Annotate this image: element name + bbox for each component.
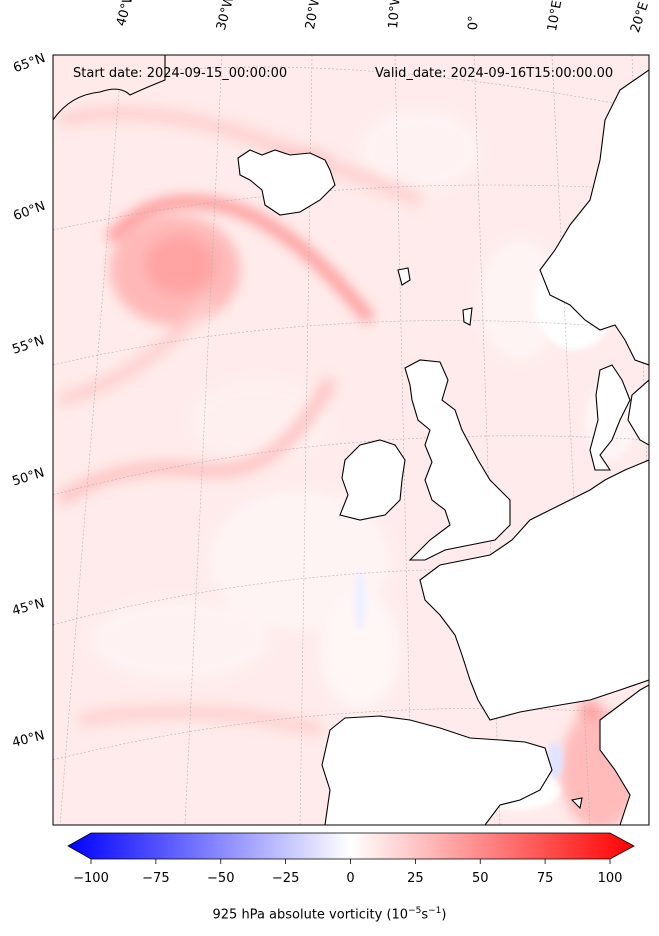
colorbar-tick-label: 25: [407, 871, 424, 886]
colorbar-tick-label: −100: [73, 871, 109, 886]
start-date-label: Start date: 2024-09-15_00:00:00: [73, 66, 288, 81]
colorbar-tick-label: 0: [346, 871, 355, 886]
colorbar-title: 925 hPa absolute vorticity (10−5s−1): [212, 906, 447, 923]
colorbar-tick-label: −75: [142, 871, 170, 886]
colorbar-tick-label: 50: [471, 871, 489, 886]
colorbar-tick-label: 75: [536, 871, 554, 886]
colorbar-tick-label: −50: [207, 871, 235, 886]
vorticity-field: [53, 55, 649, 825]
lon-label-0: 0°: [466, 15, 482, 31]
colorbar: [67, 832, 635, 864]
valid-date-label: Valid_date: 2024-09-16T15:00:00.00: [375, 66, 614, 81]
coastlines: [53, 55, 649, 825]
colorbar-tick-label: −25: [271, 871, 300, 886]
colorbar-tick-label: 100: [597, 871, 623, 886]
map-frame: [52, 54, 650, 826]
